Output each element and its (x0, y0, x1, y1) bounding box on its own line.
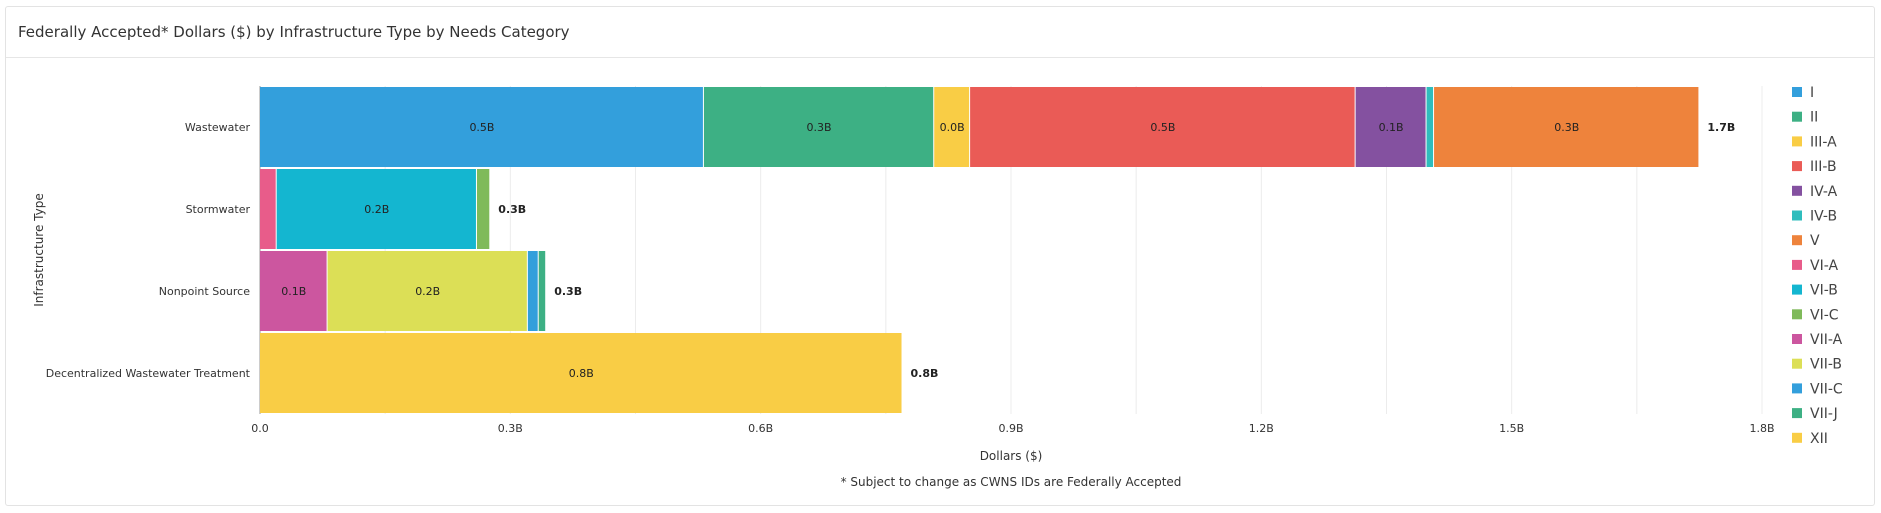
x-tick-label: 0.9B (998, 422, 1023, 435)
bar-segment-III-A (934, 87, 970, 167)
legend-label: I (1810, 85, 1814, 101)
legend-swatch-VI-C (1792, 309, 1802, 320)
legend-label: VI-A (1810, 258, 1838, 274)
total-label: 0.3B (498, 203, 526, 216)
bar-segment-V (1434, 87, 1699, 167)
legend-label: IV-A (1810, 184, 1838, 200)
y-tick-label: Stormwater (186, 203, 251, 216)
bar-segment-VII-C (527, 251, 538, 331)
x-axis-title: Dollars ($) (980, 449, 1043, 463)
legend-swatch-II (1792, 111, 1802, 122)
segment-label: 0.2B (364, 203, 389, 216)
legend-swatch-VI-B (1792, 284, 1802, 295)
bar-segment-II (703, 87, 934, 167)
y-tick-label: Nonpoint Source (159, 285, 250, 298)
legend-swatch-IV-B (1792, 210, 1802, 221)
bar-segment-VII-B (327, 251, 527, 331)
legend-label: VI-C (1810, 307, 1839, 323)
chart-title: Federally Accepted* Dollars ($) by Infra… (18, 23, 570, 41)
legend-swatch-I (1792, 87, 1802, 97)
legend-swatch-III-A (1792, 136, 1802, 147)
segment-label: 0.1B (1379, 121, 1404, 134)
segment-label: 0.3B (1554, 121, 1579, 134)
legend-label: V (1810, 233, 1820, 249)
y-tick-label: Wastewater (185, 121, 251, 134)
x-tick-label: 0.6B (748, 422, 773, 435)
segment-label: 0.1B (281, 285, 306, 298)
bar-segment-I (260, 87, 703, 167)
chart-card: Federally Accepted* Dollars ($) by Infra… (5, 6, 1875, 506)
legend-swatch-III-B (1792, 161, 1802, 172)
legend-swatch-VI-A (1792, 259, 1802, 270)
legend-label: VII-J (1810, 406, 1838, 422)
total-label: 0.8B (911, 367, 939, 380)
segment-label: 0.5B (1150, 121, 1175, 134)
bar-segment-IV-B (1426, 87, 1434, 167)
segment-label: 0.0B (940, 121, 965, 134)
total-label: 1.7B (1707, 121, 1735, 134)
bar-segment-III-B (970, 87, 1355, 167)
y-axis-title: Infrastructure Type (32, 193, 46, 307)
legend-swatch-XII (1792, 432, 1802, 443)
legend-label: XII (1810, 431, 1828, 447)
footnote: * Subject to change as CWNS IDs are Fede… (841, 475, 1182, 489)
legend-label: VI-B (1810, 283, 1838, 299)
bar-segment-VII-J (538, 251, 546, 331)
bar-segment-VI-C (476, 169, 490, 249)
bar-segment-VII-A (260, 251, 327, 331)
total-label: 0.3B (554, 285, 582, 298)
legend-swatch-VII-A (1792, 334, 1802, 344)
legend-label: IV-B (1810, 209, 1837, 225)
x-tick-label: 1.5B (1499, 422, 1524, 435)
segment-label: 0.3B (807, 121, 832, 134)
legend-swatch-VII-C (1792, 383, 1802, 394)
x-tick-label: 0.0 (251, 422, 269, 435)
bar-segment-VI-B (276, 169, 476, 249)
bar-segment-IV-A (1355, 87, 1426, 167)
legend-label: VII-B (1810, 357, 1842, 373)
bar-segment-VI-A (260, 169, 276, 249)
legend-swatch-IV-A (1792, 185, 1802, 196)
legend-label: VII-A (1810, 332, 1843, 348)
segment-label: 0.2B (415, 285, 440, 298)
legend-label: III-A (1810, 134, 1837, 150)
legend-label: III-B (1810, 159, 1837, 175)
legend-label: II (1810, 110, 1818, 126)
legend-swatch-V (1792, 235, 1802, 246)
x-tick-label: 0.3B (498, 422, 523, 435)
x-tick-label: 1.2B (1249, 422, 1274, 435)
legend-swatch-VII-B (1792, 358, 1802, 369)
x-tick-label: 1.8B (1749, 422, 1774, 435)
legend-swatch-VII-J (1792, 408, 1802, 419)
segment-label: 0.8B (569, 367, 594, 380)
y-tick-label: Decentralized Wastewater Treatment (46, 367, 251, 380)
bar-segment-XII (260, 333, 902, 413)
legend-label: VII-C (1810, 381, 1843, 397)
card-header: Federally Accepted* Dollars ($) by Infra… (6, 7, 1874, 58)
segment-label: 0.5B (469, 121, 494, 134)
